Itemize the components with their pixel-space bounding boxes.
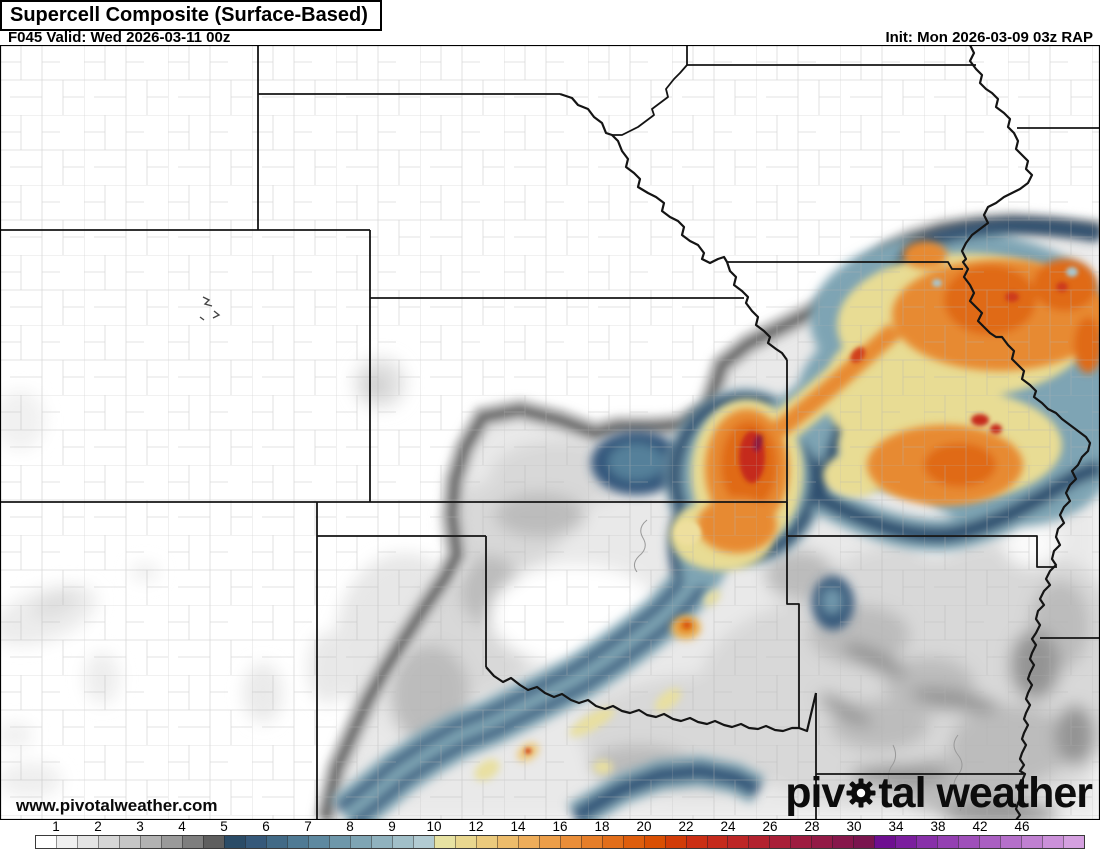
watermark-url: www.pivotalweather.com xyxy=(16,796,218,815)
colorbar-tick-label: 5 xyxy=(220,819,228,834)
colorbar-segment xyxy=(202,836,224,848)
colorbar-segment xyxy=(664,836,686,848)
colorbar-tick-label: 42 xyxy=(972,819,988,834)
minor-rivers xyxy=(633,519,963,812)
colorbar-segment xyxy=(706,836,728,848)
colorbar-tick-label: 38 xyxy=(930,819,946,834)
colorbar-segment xyxy=(643,836,665,848)
colorbar-segment xyxy=(874,836,896,848)
colorbar-segment xyxy=(349,836,371,848)
colorbar-segment xyxy=(244,836,266,848)
colorbar-segment xyxy=(223,836,245,848)
colorbar-segment xyxy=(727,836,749,848)
colorbar-segment xyxy=(832,836,854,848)
colorbar-segment xyxy=(979,836,1001,848)
colorbar-segment xyxy=(538,836,560,848)
colorbar-tick-label: 7 xyxy=(304,819,312,834)
pivotal-weather-logo: piv tal weather xyxy=(785,769,1093,817)
colorbar-segment xyxy=(811,836,833,848)
colorbar xyxy=(35,835,1085,849)
colorbar-tick-label: 2 xyxy=(94,819,102,834)
river-state-borders xyxy=(485,44,1092,821)
colorbar-segment xyxy=(790,836,812,848)
colorbar-segment xyxy=(622,836,644,848)
colorbar-labels: 1 2 3 4 5 6 7 8 9 10 12 14 16 18 20 22 24 26 28 30 34 38 42 46 xyxy=(35,819,1085,834)
colorbar-tick-label: 1 xyxy=(52,819,60,834)
colorbar-tick-label: 22 xyxy=(678,819,694,834)
colorbar-tick-label: 12 xyxy=(468,819,484,834)
colorbar-tick-label: 20 xyxy=(636,819,652,834)
colorbar-segment xyxy=(118,836,140,848)
colorbar-segment xyxy=(36,836,56,848)
gear-icon xyxy=(845,774,877,817)
init-time-label: Init: Mon 2026-03-09 03z RAP xyxy=(885,29,1093,46)
colorbar-tick-label: 16 xyxy=(552,819,568,834)
colorbar-segment xyxy=(328,836,350,848)
colorbar-segment xyxy=(76,836,98,848)
colorbar-tick-label: 6 xyxy=(262,819,270,834)
supercell-composite-map xyxy=(0,44,1100,835)
colorbar-segment xyxy=(559,836,581,848)
colorbar-segment xyxy=(412,836,434,848)
colorbar-segment xyxy=(601,836,623,848)
small-lakes xyxy=(199,296,221,321)
colorbar-segment xyxy=(454,836,476,848)
colorbar-segment xyxy=(1021,836,1043,848)
page-title: Supercell Composite (Surface-Based) xyxy=(0,0,382,31)
colorbar-segment xyxy=(97,836,119,848)
colorbar-tick-label: 8 xyxy=(346,819,354,834)
colorbar-tick-label: 24 xyxy=(720,819,736,834)
logo-text-left: piv xyxy=(785,769,845,817)
colorbar-tick-label: 10 xyxy=(426,819,442,834)
colorbar-segment xyxy=(307,836,329,848)
colorbar-segment xyxy=(286,836,308,848)
colorbar-segment xyxy=(748,836,770,848)
logo-text-right: tal weather xyxy=(878,769,1093,817)
colorbar-segment xyxy=(517,836,539,848)
colorbar-segment xyxy=(769,836,791,848)
colorbar-segment xyxy=(496,836,518,848)
colorbar-tick-label: 46 xyxy=(1014,819,1030,834)
colorbar-segment xyxy=(580,836,602,848)
colorbar-tick-label: 26 xyxy=(762,819,778,834)
colorbar-tick-label: 30 xyxy=(846,819,862,834)
colorbar-tick-label: 28 xyxy=(804,819,820,834)
colorbar-segment xyxy=(265,836,287,848)
state-borders xyxy=(0,45,1100,820)
colorbar-segment xyxy=(160,836,182,848)
colorbar-segment xyxy=(433,836,455,848)
colorbar-segment xyxy=(55,836,77,848)
colorbar-tick-label: 3 xyxy=(136,819,144,834)
colorbar-tick-label: 14 xyxy=(510,819,526,834)
colorbar-segment xyxy=(475,836,497,848)
colorbar-segment xyxy=(181,836,203,848)
colorbar-segment xyxy=(958,836,980,848)
colorbar-segment xyxy=(916,836,938,848)
colorbar-tick-label: 9 xyxy=(388,819,396,834)
colorbar-segment xyxy=(1042,836,1064,848)
colorbar-tick-label: 4 xyxy=(178,819,186,834)
colorbar-segment xyxy=(895,836,917,848)
colorbar-segment xyxy=(139,836,161,848)
colorbar-tick-label: 34 xyxy=(888,819,904,834)
county-boundaries-grid xyxy=(0,45,1100,820)
colorbar-tick-label: 18 xyxy=(594,819,610,834)
map-canvas xyxy=(0,44,1100,835)
colorbar-segment xyxy=(853,836,875,848)
colorbar-segment xyxy=(685,836,707,848)
valid-time-label: F045 Valid: Wed 2026-03-11 00z xyxy=(8,29,231,46)
colorbar-segment xyxy=(391,836,413,848)
colorbar-segment xyxy=(1063,836,1085,848)
colorbar-segment xyxy=(370,836,392,848)
colorbar-segment xyxy=(937,836,959,848)
colorbar-segment xyxy=(1000,836,1022,848)
